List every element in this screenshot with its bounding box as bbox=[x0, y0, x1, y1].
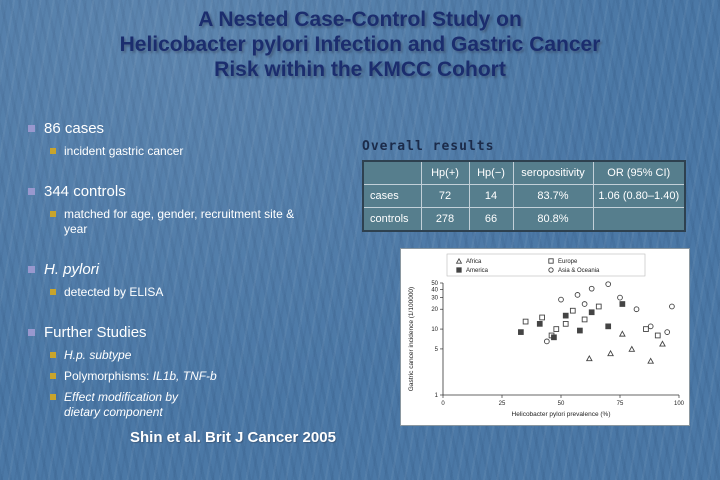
subbullet-item: H.p. subtype bbox=[50, 348, 358, 363]
results-heading: Overall results bbox=[362, 139, 495, 154]
subbullet-item: detected by ELISA bbox=[50, 285, 358, 300]
subbullet-label: Polymorphisms: IL1b, TNF-b bbox=[64, 369, 217, 384]
row-label-cases: cases bbox=[362, 184, 422, 208]
svg-text:Europe: Europe bbox=[558, 259, 578, 265]
subbullet-square-icon bbox=[50, 373, 56, 379]
svg-text:75: 75 bbox=[617, 401, 624, 407]
svg-text:30: 30 bbox=[431, 296, 438, 302]
cell-cases-hp-positive: 72 bbox=[420, 184, 470, 208]
svg-text:America: America bbox=[466, 268, 489, 274]
subbullet-label: Effect modification by dietary component bbox=[64, 390, 178, 420]
bullet-group-hpylori: H. pylori detected by ELISA bbox=[28, 261, 358, 300]
bullet-label: 344 controls bbox=[44, 183, 126, 200]
subbullet-italic-part: IL1b, TNF-b bbox=[152, 369, 217, 383]
table-corner-cell bbox=[362, 160, 422, 185]
col-header-hp-negative: Hp(−) bbox=[468, 160, 514, 185]
subbullet-label: detected by ELISA bbox=[64, 285, 164, 299]
svg-text:50: 50 bbox=[431, 281, 438, 287]
cell-controls-or bbox=[592, 207, 686, 232]
cell-controls-hp-negative: 66 bbox=[468, 207, 514, 232]
cell-controls-seropositivity: 80.8% bbox=[512, 207, 594, 232]
bullet-item: 344 controls bbox=[28, 183, 358, 201]
bullet-group-controls: 344 controls matched for age, gender, re… bbox=[28, 183, 358, 237]
svg-text:Asia & Oceania: Asia & Oceania bbox=[558, 268, 600, 274]
subbullet-square-icon bbox=[50, 289, 56, 295]
svg-text:10: 10 bbox=[431, 327, 438, 333]
results-panel: Overall results Hp(+) Hp(−) seropositivi… bbox=[362, 139, 686, 232]
svg-text:Helicobacter pylori prevalence: Helicobacter pylori prevalence (%) bbox=[512, 411, 611, 418]
subbullet-item: Effect modification by dietary component bbox=[50, 390, 358, 420]
bullet-square-icon bbox=[28, 329, 35, 336]
bullet-square-icon bbox=[28, 266, 35, 273]
table-row-cases: cases 72 14 83.7% 1.06 (0.80–1.40) bbox=[362, 184, 686, 208]
subbullet-line-1: Effect modification by bbox=[64, 390, 179, 404]
cell-cases-or: 1.06 (0.80–1.40) bbox=[592, 184, 686, 208]
results-table: Hp(+) Hp(−) seropositivity OR (95% CI) c… bbox=[362, 160, 686, 232]
svg-text:1: 1 bbox=[435, 393, 439, 399]
citation: Shin et al. Brit J Cancer 2005 bbox=[130, 429, 336, 446]
bullet-label: H. pylori bbox=[44, 261, 100, 278]
svg-text:50: 50 bbox=[558, 401, 565, 407]
svg-text:100: 100 bbox=[674, 401, 685, 407]
bullet-list: 86 cases incident gastric cancer 344 con… bbox=[28, 120, 358, 420]
subbullet-label: matched for age, gender, recruitment sit… bbox=[64, 207, 295, 236]
slide-title: A Nested Case-Control Study on Helicobac… bbox=[0, 7, 720, 82]
svg-text:40: 40 bbox=[431, 287, 438, 293]
title-line-1: A Nested Case-Control Study on bbox=[198, 8, 522, 31]
bullet-item: Further Studies bbox=[28, 324, 358, 342]
subbullet-item: incident gastric cancer bbox=[50, 144, 358, 159]
bullet-item: 86 cases bbox=[28, 120, 358, 138]
col-header-seropositivity: seropositivity bbox=[512, 160, 594, 185]
subbullet-label: H.p. subtype bbox=[64, 348, 132, 362]
cell-controls-hp-positive: 278 bbox=[420, 207, 470, 232]
bullet-label: 86 cases bbox=[44, 120, 105, 137]
table-row-controls: controls 278 66 80.8% bbox=[362, 207, 686, 232]
subbullet-square-icon bbox=[50, 211, 56, 217]
title-line-2: Helicobacter pylori Infection and Gastri… bbox=[119, 33, 601, 56]
subbullet-square-icon bbox=[50, 352, 56, 358]
bullet-square-icon bbox=[28, 188, 35, 195]
bullet-group-further-studies: Further Studies H.p. subtype Polymorphis… bbox=[28, 324, 358, 420]
subbullet-item: Polymorphisms: IL1b, TNF-b bbox=[50, 369, 358, 384]
subbullet-square-icon bbox=[50, 394, 56, 400]
svg-text:0: 0 bbox=[441, 401, 445, 407]
bullet-square-icon bbox=[28, 125, 35, 132]
row-label-controls: controls bbox=[362, 207, 422, 232]
svg-text:5: 5 bbox=[435, 347, 439, 353]
bullet-item: H. pylori bbox=[28, 261, 358, 279]
subbullet-prefix: Polymorphisms: bbox=[64, 369, 153, 383]
svg-text:Africa: Africa bbox=[466, 259, 482, 265]
subbullet-item: matched for age, gender, recruitment sit… bbox=[50, 207, 358, 237]
table-header-row: Hp(+) Hp(−) seropositivity OR (95% CI) bbox=[362, 160, 686, 185]
cell-cases-hp-negative: 14 bbox=[468, 184, 514, 208]
svg-text:Gastric cancer incidence (1/10: Gastric cancer incidence (1/100000) bbox=[408, 287, 415, 391]
col-header-hp-positive: Hp(+) bbox=[420, 160, 470, 185]
subbullet-label: incident gastric cancer bbox=[64, 144, 184, 158]
col-header-or: OR (95% CI) bbox=[592, 160, 686, 185]
subbullet-square-icon bbox=[50, 148, 56, 154]
cell-cases-seropositivity: 83.7% bbox=[512, 184, 594, 208]
svg-text:20: 20 bbox=[431, 307, 438, 313]
bullet-label: Further Studies bbox=[44, 324, 147, 341]
svg-text:25: 25 bbox=[499, 401, 506, 407]
bullet-group-cases: 86 cases incident gastric cancer bbox=[28, 120, 358, 159]
title-line-3: Risk within the KMCC Cohort bbox=[214, 58, 506, 81]
scatter-chart-panel: 1 5 10 20 30 40 50 0 25 50 75 100 Helicobacter pylor… bbox=[400, 248, 690, 426]
subbullet-line-2: dietary component bbox=[64, 405, 163, 419]
